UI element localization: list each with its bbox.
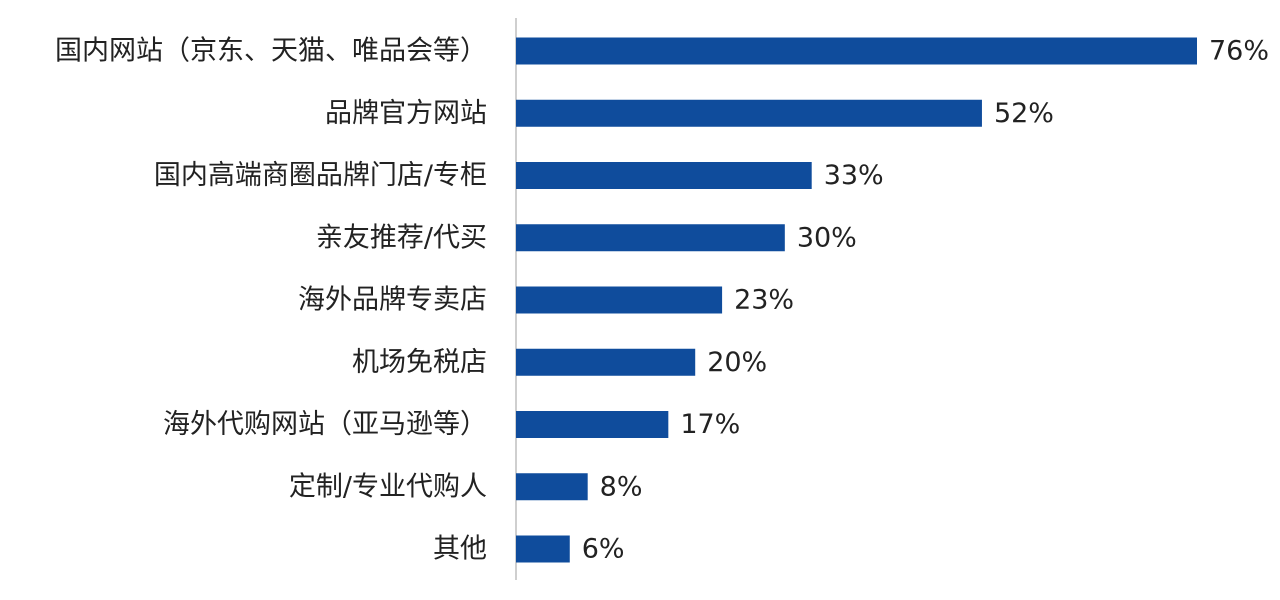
bar-7 (516, 411, 669, 438)
bar-4 (516, 224, 785, 252)
bar-8 (516, 473, 588, 501)
bar-2 (516, 99, 982, 127)
category-label-3: 国内高端商圈品牌门店/专柜 (154, 160, 487, 191)
category-label-6: 机场免税店 (352, 347, 487, 378)
category-label-5: 海外品牌专卖店 (298, 285, 487, 316)
category-label-4: 亲友推荐/代买 (316, 222, 487, 253)
value-label-9: 6% (582, 534, 625, 565)
value-label-4: 30% (797, 222, 857, 253)
value-label-2: 52% (994, 98, 1054, 129)
value-label-3: 33% (824, 160, 884, 191)
category-label-1: 国内网站（京东、天猫、唯品会等） (55, 36, 487, 67)
bar-9 (516, 535, 570, 563)
value-label-6: 20% (707, 347, 767, 378)
bar-3 (516, 162, 812, 189)
value-label-5: 23% (734, 285, 794, 316)
category-label-2: 品牌官方网站 (325, 98, 487, 129)
category-label-7: 海外代购网站（亚马逊等） (163, 409, 487, 440)
bar-1 (516, 37, 1197, 65)
bar-5 (516, 286, 723, 314)
value-label-8: 8% (600, 471, 643, 502)
category-label-9: 其他 (433, 534, 487, 565)
value-label-1: 76% (1209, 36, 1269, 67)
value-label-7: 17% (680, 409, 740, 440)
category-label-8: 定制/专业代购人 (289, 471, 487, 502)
value-label-group: 76% 52% 33% 30% 23% 20% 17% 8% 6% (582, 36, 1269, 565)
bar-group (516, 37, 1197, 563)
category-label-group: 国内网站（京东、天猫、唯品会等） 品牌官方网站国内高端商圈品牌门店/专柜亲友推荐/… (55, 36, 487, 565)
bar-6 (516, 348, 696, 376)
